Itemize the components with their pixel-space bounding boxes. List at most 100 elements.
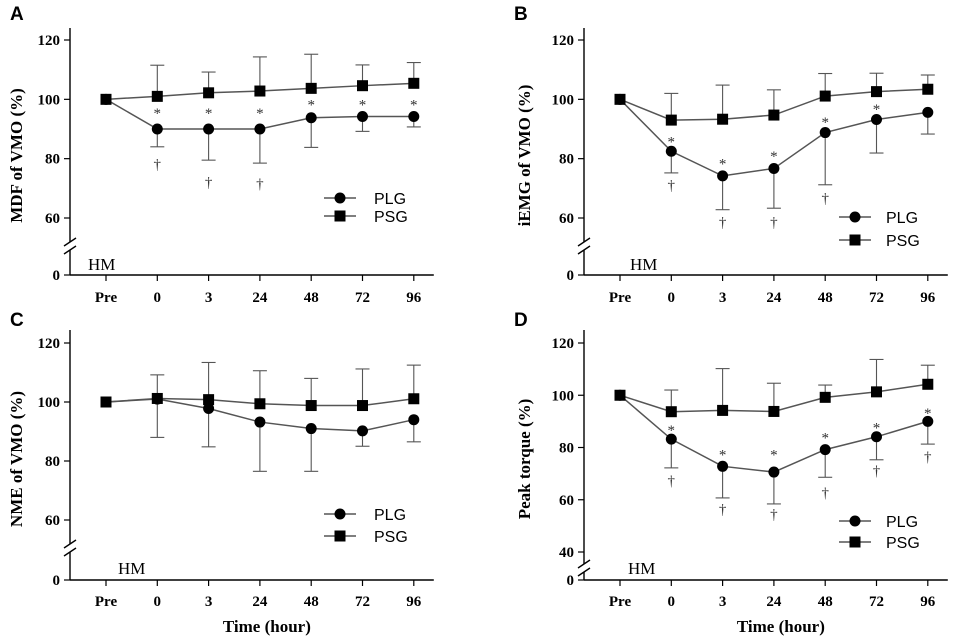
y-tick-label: 100 — [38, 92, 61, 108]
y-axis-title: iEMG of VMO (%) — [515, 85, 534, 227]
data-point-psg — [768, 109, 780, 121]
data-point-plg — [151, 123, 163, 135]
x-tick-label: 96 — [406, 290, 422, 306]
significance-dagger: † — [821, 191, 829, 207]
y-tick-label: 100 — [552, 92, 575, 108]
significance-star: * — [770, 448, 778, 464]
data-point-plg — [871, 114, 882, 126]
data-point-psg — [408, 393, 420, 405]
y-tick-label: 0 — [53, 573, 61, 589]
legend-marker-circle — [334, 192, 346, 204]
legend-marker-circle — [849, 515, 861, 527]
data-point-psg — [717, 113, 729, 125]
data-point-psg — [665, 406, 677, 418]
y-tick-label: 80 — [559, 441, 574, 457]
data-point-psg — [305, 82, 317, 94]
axis-break-mark — [63, 539, 77, 549]
data-point-plg — [717, 170, 729, 182]
data-point-plg — [203, 402, 215, 414]
x-tick-label: 72 — [355, 290, 370, 306]
axis-break-mark — [63, 237, 77, 247]
y-tick-label: 0 — [567, 573, 575, 589]
significance-dagger: † — [719, 215, 727, 231]
significance-star: * — [205, 106, 213, 122]
x-tick-label: Pre — [95, 594, 118, 610]
significance-star: * — [154, 106, 162, 122]
data-point-plg — [357, 425, 368, 437]
y-tick-label: 60 — [559, 493, 574, 509]
significance-star: * — [924, 406, 932, 422]
x-tick-label: 0 — [154, 290, 162, 306]
significance-dagger: † — [770, 215, 778, 231]
axis-break-mark — [577, 567, 591, 577]
data-point-psg — [151, 90, 163, 102]
data-point-plg — [305, 423, 317, 435]
significance-dagger: † — [924, 449, 932, 465]
x-tick-label: Pre — [609, 594, 632, 610]
x-tick-label: 3 — [719, 594, 727, 610]
panel-a: A 0 60 80 100 120 Pre 0 3 24 48 72 96 MDF of VMO (%) H… — [7, 4, 434, 306]
data-point-psg — [100, 93, 112, 105]
data-point-psg — [614, 93, 626, 105]
data-point-plg — [922, 106, 934, 118]
x-tick-label: 48 — [818, 594, 833, 610]
data-point-psg — [665, 114, 677, 126]
significance-star: * — [256, 106, 264, 122]
legend-marker-square — [849, 234, 861, 246]
y-tick-label: 100 — [38, 395, 61, 411]
panel-b: B 0 60 80 100 120 Pre 0 3 24 48 72 96 iEMG of VMO (%)… — [514, 4, 948, 306]
x-tick-label: 0 — [668, 290, 676, 306]
legend-marker-circle — [849, 211, 861, 223]
axis-break-mark — [577, 245, 591, 255]
axis-break-mark — [63, 245, 77, 255]
y-tick-label: 80 — [45, 454, 60, 470]
axis-break-mark — [577, 559, 591, 569]
x-axis-title: Time (hour) — [223, 617, 311, 636]
data-point-plg — [203, 123, 215, 135]
x-tick-label: 24 — [766, 594, 782, 610]
data-point-plg — [408, 111, 420, 123]
significance-dagger: † — [256, 176, 264, 192]
significance-star: * — [821, 115, 829, 131]
y-tick-label: 120 — [552, 336, 575, 352]
significance-dagger: † — [873, 464, 881, 480]
x-tick-label: Pre — [95, 290, 118, 306]
data-point-psg — [151, 392, 163, 404]
panel-letter: B — [514, 4, 528, 25]
significance-star: * — [359, 97, 367, 113]
significance-dagger: † — [719, 502, 727, 518]
y-tick-label: 80 — [559, 152, 574, 168]
data-point-psg — [357, 400, 368, 412]
data-point-plg — [357, 111, 368, 123]
y-tick-label: 60 — [45, 211, 60, 227]
x-tick-label: 96 — [406, 594, 422, 610]
significance-star: * — [668, 134, 676, 150]
legend-label: PSG — [374, 209, 408, 226]
data-point-psg — [819, 391, 831, 403]
significance-star: * — [307, 97, 315, 113]
legend-marker-circle — [334, 508, 346, 520]
y-tick-label: 60 — [559, 211, 574, 227]
y-tick-label: 120 — [38, 336, 61, 352]
data-point-psg — [100, 396, 112, 408]
panel-c: C 0 60 80 100 120 Pre 0 3 24 48 72 96 NME of VMO (%) T… — [7, 310, 434, 636]
data-point-plg — [665, 433, 677, 445]
data-point-psg — [768, 405, 780, 417]
legend-label: PLG — [886, 210, 918, 227]
data-point-plg — [254, 123, 266, 135]
data-point-plg — [922, 415, 934, 427]
data-point-psg — [254, 398, 266, 410]
y-tick-label: 100 — [552, 388, 575, 404]
panel-letter: A — [10, 4, 24, 25]
data-point-plg — [768, 466, 780, 478]
axis-break-mark — [577, 237, 591, 247]
data-point-plg — [305, 112, 317, 124]
significance-dagger: † — [205, 175, 213, 191]
significance-star: * — [719, 157, 727, 173]
significance-star: * — [770, 149, 778, 165]
x-tick-label: 72 — [355, 594, 370, 610]
data-point-plg — [819, 127, 831, 139]
x-tick-label: 72 — [869, 594, 884, 610]
y-tick-label: 120 — [552, 33, 575, 49]
legend-label: PLG — [374, 191, 406, 208]
